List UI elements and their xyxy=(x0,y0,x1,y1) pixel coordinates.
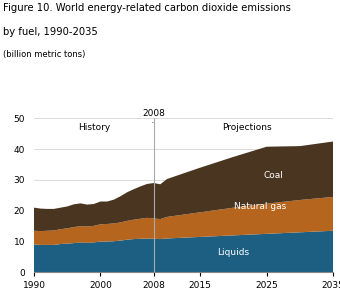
Text: Natural gas: Natural gas xyxy=(234,202,286,211)
Text: 2008: 2008 xyxy=(142,110,165,118)
Text: Coal: Coal xyxy=(264,171,283,180)
Text: Figure 10. World energy-related carbon dioxide emissions: Figure 10. World energy-related carbon d… xyxy=(3,3,291,13)
Text: Projections: Projections xyxy=(222,123,272,132)
Text: by fuel, 1990-2035: by fuel, 1990-2035 xyxy=(3,27,98,37)
Text: (billion metric tons): (billion metric tons) xyxy=(3,50,86,59)
Text: Proj: Proj xyxy=(152,122,155,123)
Text: Liquids: Liquids xyxy=(217,248,250,257)
Text: History: History xyxy=(78,123,110,132)
